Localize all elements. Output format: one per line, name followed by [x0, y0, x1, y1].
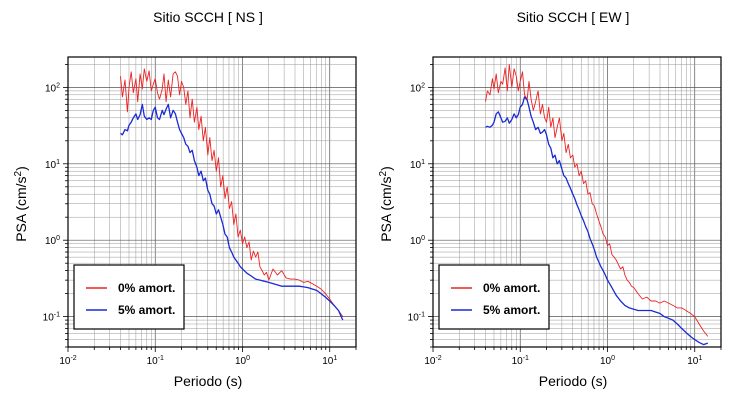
- legend: 0% amort. 5% amort.: [438, 264, 550, 330]
- series-line-red: [120, 68, 344, 317]
- axis-ticks: [63, 64, 357, 352]
- x-tick-label: 10-1: [512, 355, 529, 367]
- plot-frame: [432, 56, 722, 348]
- y-axis-label: PSA (cm/s2): [378, 166, 394, 242]
- y-tick-label: 102: [45, 82, 60, 94]
- legend-label: 0% amort.: [118, 281, 175, 295]
- x-tick-label: 10-2: [424, 355, 441, 367]
- x-tick-label: 10-2: [59, 355, 76, 367]
- y-tick-label: 101: [45, 159, 60, 171]
- x-tick-label: 101: [322, 355, 337, 367]
- y-tick-label: 101: [410, 159, 425, 171]
- x-tick-label: 100: [235, 355, 250, 367]
- y-tick-label: 10-1: [43, 312, 60, 324]
- legend-label: 5% amort.: [118, 303, 175, 317]
- series-line-blue: [485, 96, 709, 346]
- series-line-blue: [120, 103, 344, 321]
- x-axis-label: Periodo (s): [539, 373, 607, 389]
- x-axis-label: Periodo (s): [174, 373, 242, 389]
- chart-title: Sitio SCCH [ NS ]: [153, 9, 263, 25]
- x-tick-label: 101: [687, 355, 702, 367]
- legend: 0% amort. 5% amort.: [73, 264, 185, 330]
- y-tick-label: 10-1: [408, 312, 425, 324]
- y-axis-label: PSA (cm/s2): [13, 166, 29, 242]
- legend-label: 0% amort.: [483, 281, 540, 295]
- chart-panel-2: 10-2 10-1 100 101 10-1 100 101 102 Sitio SCCH [ …: [378, 9, 722, 389]
- series-line-red: [485, 63, 709, 337]
- plot-frame: [67, 56, 357, 348]
- legend-label: 5% amort.: [483, 303, 540, 317]
- x-tick-label: 10-1: [147, 355, 164, 367]
- x-tick-label: 100: [600, 355, 615, 367]
- legend-box: [73, 264, 185, 330]
- y-tick-label: 100: [410, 235, 425, 247]
- chart-title: Sitio SCCH [ EW ]: [517, 9, 630, 25]
- y-tick-label: 102: [410, 82, 425, 94]
- y-tick-label: 100: [45, 235, 60, 247]
- chart-panel-1: 10-2 10-1 100 101 10-1 100 101 102 Sitio SCCH [ …: [13, 9, 357, 389]
- legend-box: [438, 264, 550, 330]
